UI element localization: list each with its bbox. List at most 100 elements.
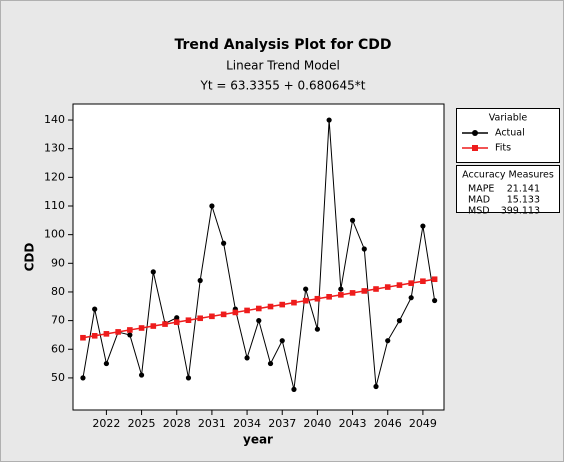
data-point [127, 332, 133, 338]
legend-label: Fits [495, 143, 511, 154]
data-point [302, 297, 309, 304]
data-point [185, 375, 192, 381]
x-tick-label: 2031 [198, 417, 226, 430]
data-point [303, 286, 309, 292]
data-point [80, 334, 86, 341]
x-tick-label: 2028 [163, 417, 191, 430]
legend-label: Actual [495, 128, 525, 139]
data-point [408, 280, 414, 286]
accuracy-box [456, 165, 560, 213]
plot-area [72, 103, 445, 411]
data-point [244, 307, 250, 314]
data-point [232, 309, 239, 316]
y-tick-label: 140 [44, 113, 65, 126]
y-tick-label: 110 [44, 199, 65, 212]
data-point [373, 383, 379, 390]
data-point [267, 360, 274, 367]
data-point [197, 277, 203, 284]
x-tick-label: 2037 [268, 417, 296, 430]
accuracy-value: 399.113 [501, 206, 540, 217]
y-tick-label: 100 [44, 228, 65, 241]
chart-title: Trend Analysis Plot for CDD [174, 37, 391, 53]
x-axis-label: year [243, 433, 273, 447]
data-point [349, 290, 356, 296]
accuracy-label: MAD [468, 195, 490, 206]
data-point [361, 246, 367, 252]
data-point [291, 299, 297, 306]
data-point [291, 386, 297, 392]
data-point [326, 293, 332, 300]
data-point [127, 327, 133, 333]
data-point [150, 323, 157, 329]
data-point [314, 295, 321, 302]
data-point [209, 313, 215, 320]
data-point [138, 372, 145, 378]
data-point [150, 269, 156, 275]
data-point [385, 338, 391, 344]
data-point [174, 315, 180, 321]
data-point [314, 326, 321, 332]
y-tick-label: 130 [44, 142, 65, 155]
x-tick-label: 2025 [128, 417, 156, 430]
data-point [326, 117, 332, 123]
data-point [338, 286, 344, 292]
accuracy-title: Accuracy Measures [462, 170, 554, 181]
data-point [173, 319, 180, 325]
data-point [396, 318, 403, 324]
data-point [185, 317, 192, 324]
legend-title: Variable [489, 113, 528, 124]
data-point [384, 284, 391, 290]
y-tick-label: 120 [44, 170, 65, 183]
data-point [197, 315, 203, 322]
data-point [220, 311, 227, 318]
data-point [408, 295, 414, 301]
data-point [162, 321, 168, 327]
data-point [267, 303, 274, 310]
data-point [373, 286, 379, 292]
x-tick-label: 2049 [409, 417, 437, 430]
data-point [138, 325, 145, 331]
accuracy-value: 21.141 [507, 184, 540, 195]
data-point [103, 360, 110, 367]
data-point [91, 332, 98, 339]
x-tick-label: 2022 [92, 417, 120, 430]
chart-subtitle: Linear Trend Model [226, 59, 340, 73]
data-point [80, 375, 86, 381]
x-tick-label: 2046 [374, 417, 402, 430]
data-point [396, 282, 403, 288]
x-tick-label: 2040 [303, 417, 331, 430]
legend-marker [472, 145, 478, 151]
data-point [432, 297, 438, 304]
data-point [255, 305, 262, 312]
y-axis-label: CDD [23, 243, 37, 272]
data-point [338, 292, 344, 298]
y-tick-label: 90 [51, 256, 65, 269]
legend-marker [472, 130, 478, 136]
data-point [420, 278, 426, 285]
x-tick-label: 2034 [233, 417, 261, 430]
accuracy-label: MSD [468, 206, 490, 217]
data-point [279, 301, 286, 308]
data-point [115, 329, 121, 335]
y-tick-label: 70 [51, 314, 65, 327]
accuracy-label: MAPE [468, 184, 494, 195]
y-tick-label: 80 [51, 285, 65, 298]
data-point [209, 203, 215, 209]
y-tick-label: 60 [51, 342, 65, 355]
data-point [349, 217, 356, 223]
y-tick-label: 50 [51, 371, 65, 384]
data-point [256, 318, 262, 324]
data-point [244, 355, 250, 361]
accuracy-value: 15.133 [507, 195, 540, 206]
data-point [431, 276, 438, 283]
data-point [103, 331, 110, 337]
x-tick-label: 2043 [339, 417, 367, 430]
data-point [361, 288, 368, 294]
data-point [279, 338, 285, 344]
trend-equation: Yt = 63.3355 + 0.680645*t [200, 79, 366, 93]
data-point [221, 240, 227, 246]
data-point [92, 306, 98, 312]
data-point [420, 223, 426, 229]
